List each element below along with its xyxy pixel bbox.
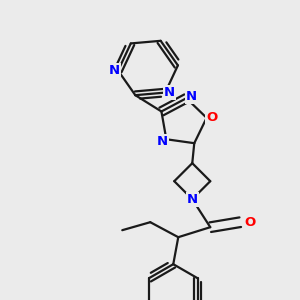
- Text: N: N: [186, 90, 197, 103]
- Text: N: N: [187, 193, 198, 206]
- Text: N: N: [157, 135, 168, 148]
- Text: N: N: [164, 86, 175, 99]
- Text: N: N: [109, 64, 120, 77]
- Text: O: O: [244, 216, 256, 229]
- Text: O: O: [206, 111, 217, 124]
